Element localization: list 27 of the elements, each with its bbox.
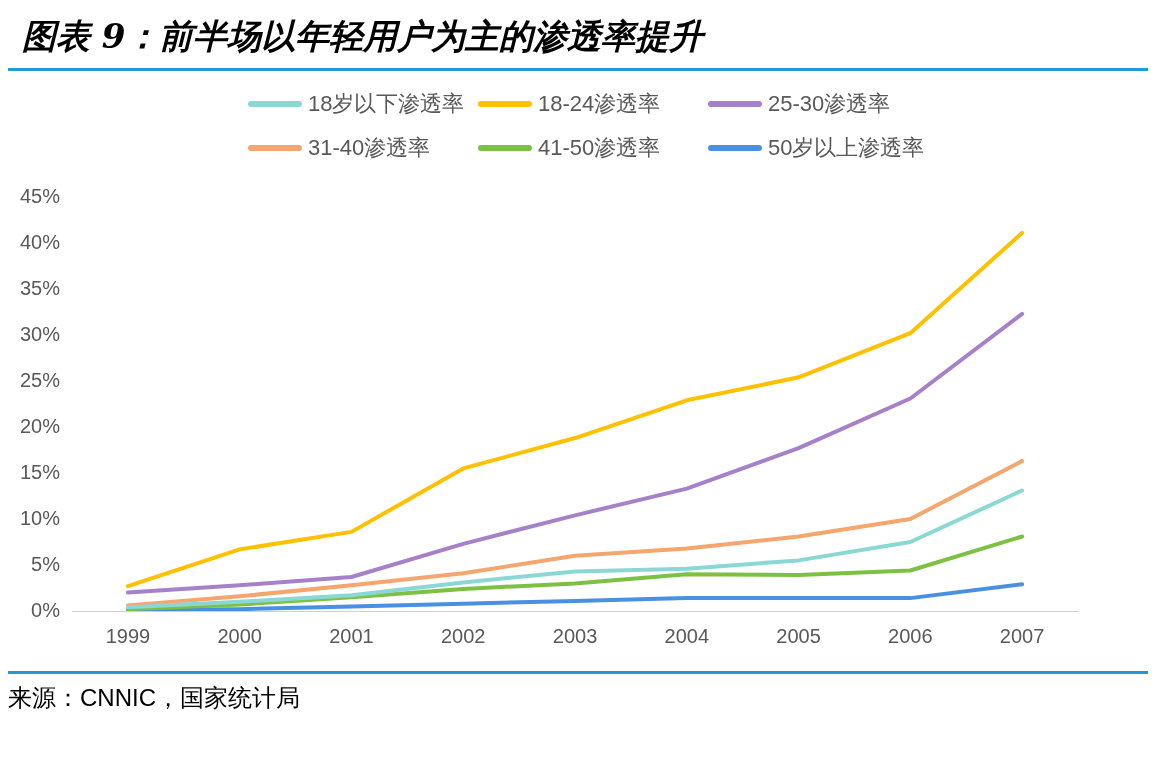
y-tick-label: 15% [20,460,61,483]
y-tick-label: 30% [20,322,61,345]
source-note: 来源：CNNIC，国家统计局 [8,683,301,713]
legend-label: 41-50渗透率 [538,134,661,162]
x-tick-label: 2006 [888,624,933,647]
x-tick-label: 2000 [217,624,262,647]
y-tick-label: 45% [20,184,61,207]
legend-label: 50岁以上渗透率 [768,134,925,162]
y-tick-label: 25% [20,368,61,391]
y-tick-label: 10% [20,506,61,529]
x-tick-label: 2007 [999,624,1045,647]
y-tick-label: 0% [31,598,61,621]
y-tick-label: 20% [20,414,61,437]
legend-label: 18-24渗透率 [538,90,661,118]
x-tick-label: 2005 [776,624,821,647]
y-tick-label: 5% [31,552,61,575]
y-tick-label: 35% [20,276,61,299]
legend-label: 18岁以下渗透率 [308,90,465,118]
x-tick-label: 2002 [440,624,486,647]
x-tick-label: 2004 [664,624,710,647]
y-tick-label: 40% [20,230,61,253]
legend-label: 25-30渗透率 [768,90,891,118]
legend-label: 31-40渗透率 [308,134,431,162]
x-tick-label: 1999 [105,624,151,647]
x-tick-label: 2003 [552,624,598,647]
chart-title: 图表 9：前半场以年轻用户为主的渗透率提升 [8,8,1148,71]
x-tick-label: 2001 [329,624,374,647]
